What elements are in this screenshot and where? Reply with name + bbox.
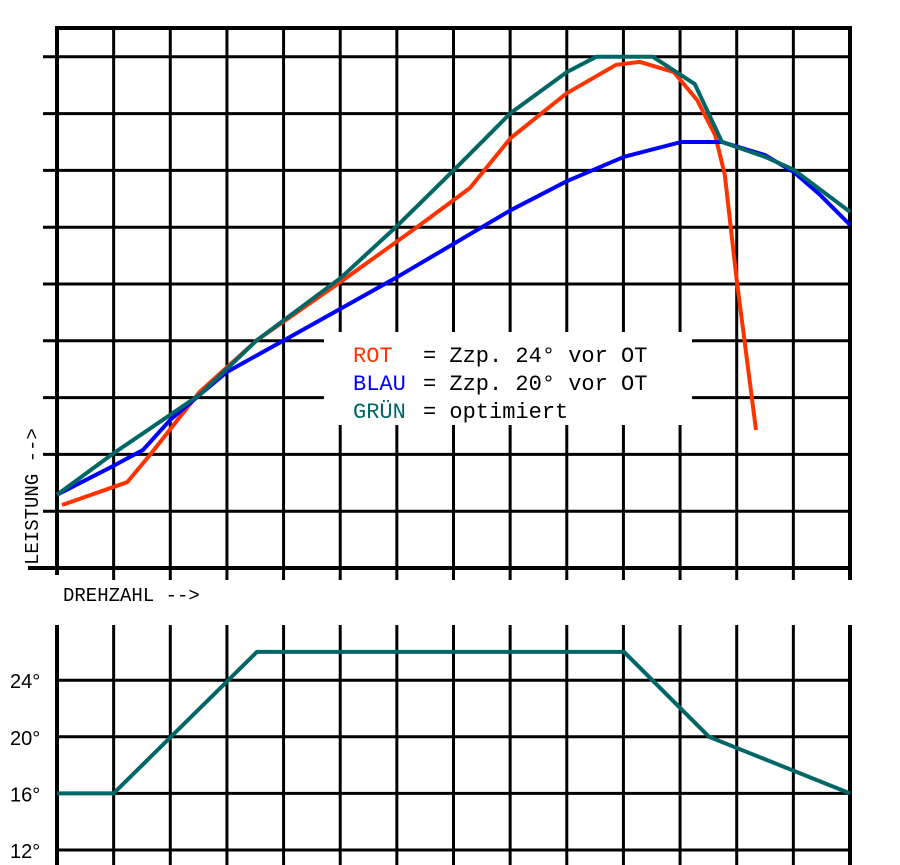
x-axis-label: DREHZAHL --> bbox=[63, 585, 200, 607]
ytick-label: 24° bbox=[10, 671, 40, 693]
series-line-timing-optimiert bbox=[57, 649, 851, 796]
legend-key-rot: ROT bbox=[353, 344, 393, 369]
ytick-label: 16° bbox=[10, 784, 40, 806]
legend-key-blau: BLAU bbox=[353, 372, 406, 397]
series-line-gruen bbox=[55, 54, 852, 497]
legend: ROT = Zzp. 24° vor OT BLAU = Zzp. 20° vo… bbox=[353, 344, 647, 425]
timing-chart-ytick-labels: 24° 20° 16° 12° bbox=[10, 671, 40, 863]
legend-text-rot: = Zzp. 24° vor OT bbox=[423, 344, 647, 369]
legend-text-blau: = Zzp. 20° vor OT bbox=[423, 372, 647, 397]
power-chart-series bbox=[55, 54, 852, 507]
timing-chart-series bbox=[57, 649, 851, 796]
ytick-label: 12° bbox=[10, 841, 40, 863]
legend-key-gruen: GRÜN bbox=[353, 400, 406, 425]
y-axis-label: LEISTUNG --> bbox=[22, 428, 44, 565]
legend-text-gruen: = optimiert bbox=[423, 400, 568, 425]
ytick-label: 20° bbox=[10, 728, 40, 750]
power-chart-grid bbox=[28, 26, 852, 580]
legend-box bbox=[324, 332, 692, 425]
timing-chart-grid bbox=[55, 625, 852, 865]
